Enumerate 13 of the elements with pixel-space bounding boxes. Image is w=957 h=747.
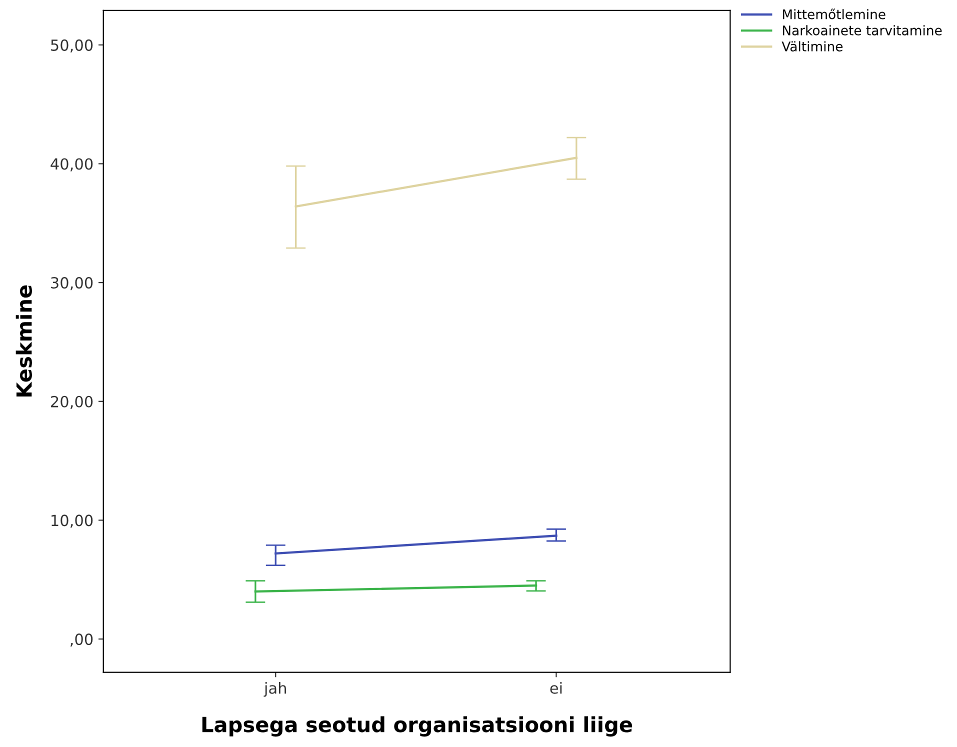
y-tick-label: 50,00 [51, 39, 93, 52]
legend-label: Mittemőtlemine [782, 8, 886, 20]
y-tick-label: ,00 [70, 633, 93, 647]
y-tick-label: 10,00 [52, 514, 93, 528]
y-tick-label: 40,00 [50, 158, 93, 172]
x-tick-label: jah [264, 682, 286, 697]
x-tick-label: ei [550, 682, 562, 694]
y-axis-title: Keskmine [16, 285, 32, 396]
x-axis-title: Lapsega seotud organisatsiooni liige [202, 716, 632, 737]
legend-label: Narkoainete tarvitamine [782, 25, 942, 36]
legend-label: Vältimine [782, 41, 843, 52]
y-tick-label: 20,00 [51, 396, 93, 409]
y-tick-label: 30,00 [51, 277, 93, 290]
